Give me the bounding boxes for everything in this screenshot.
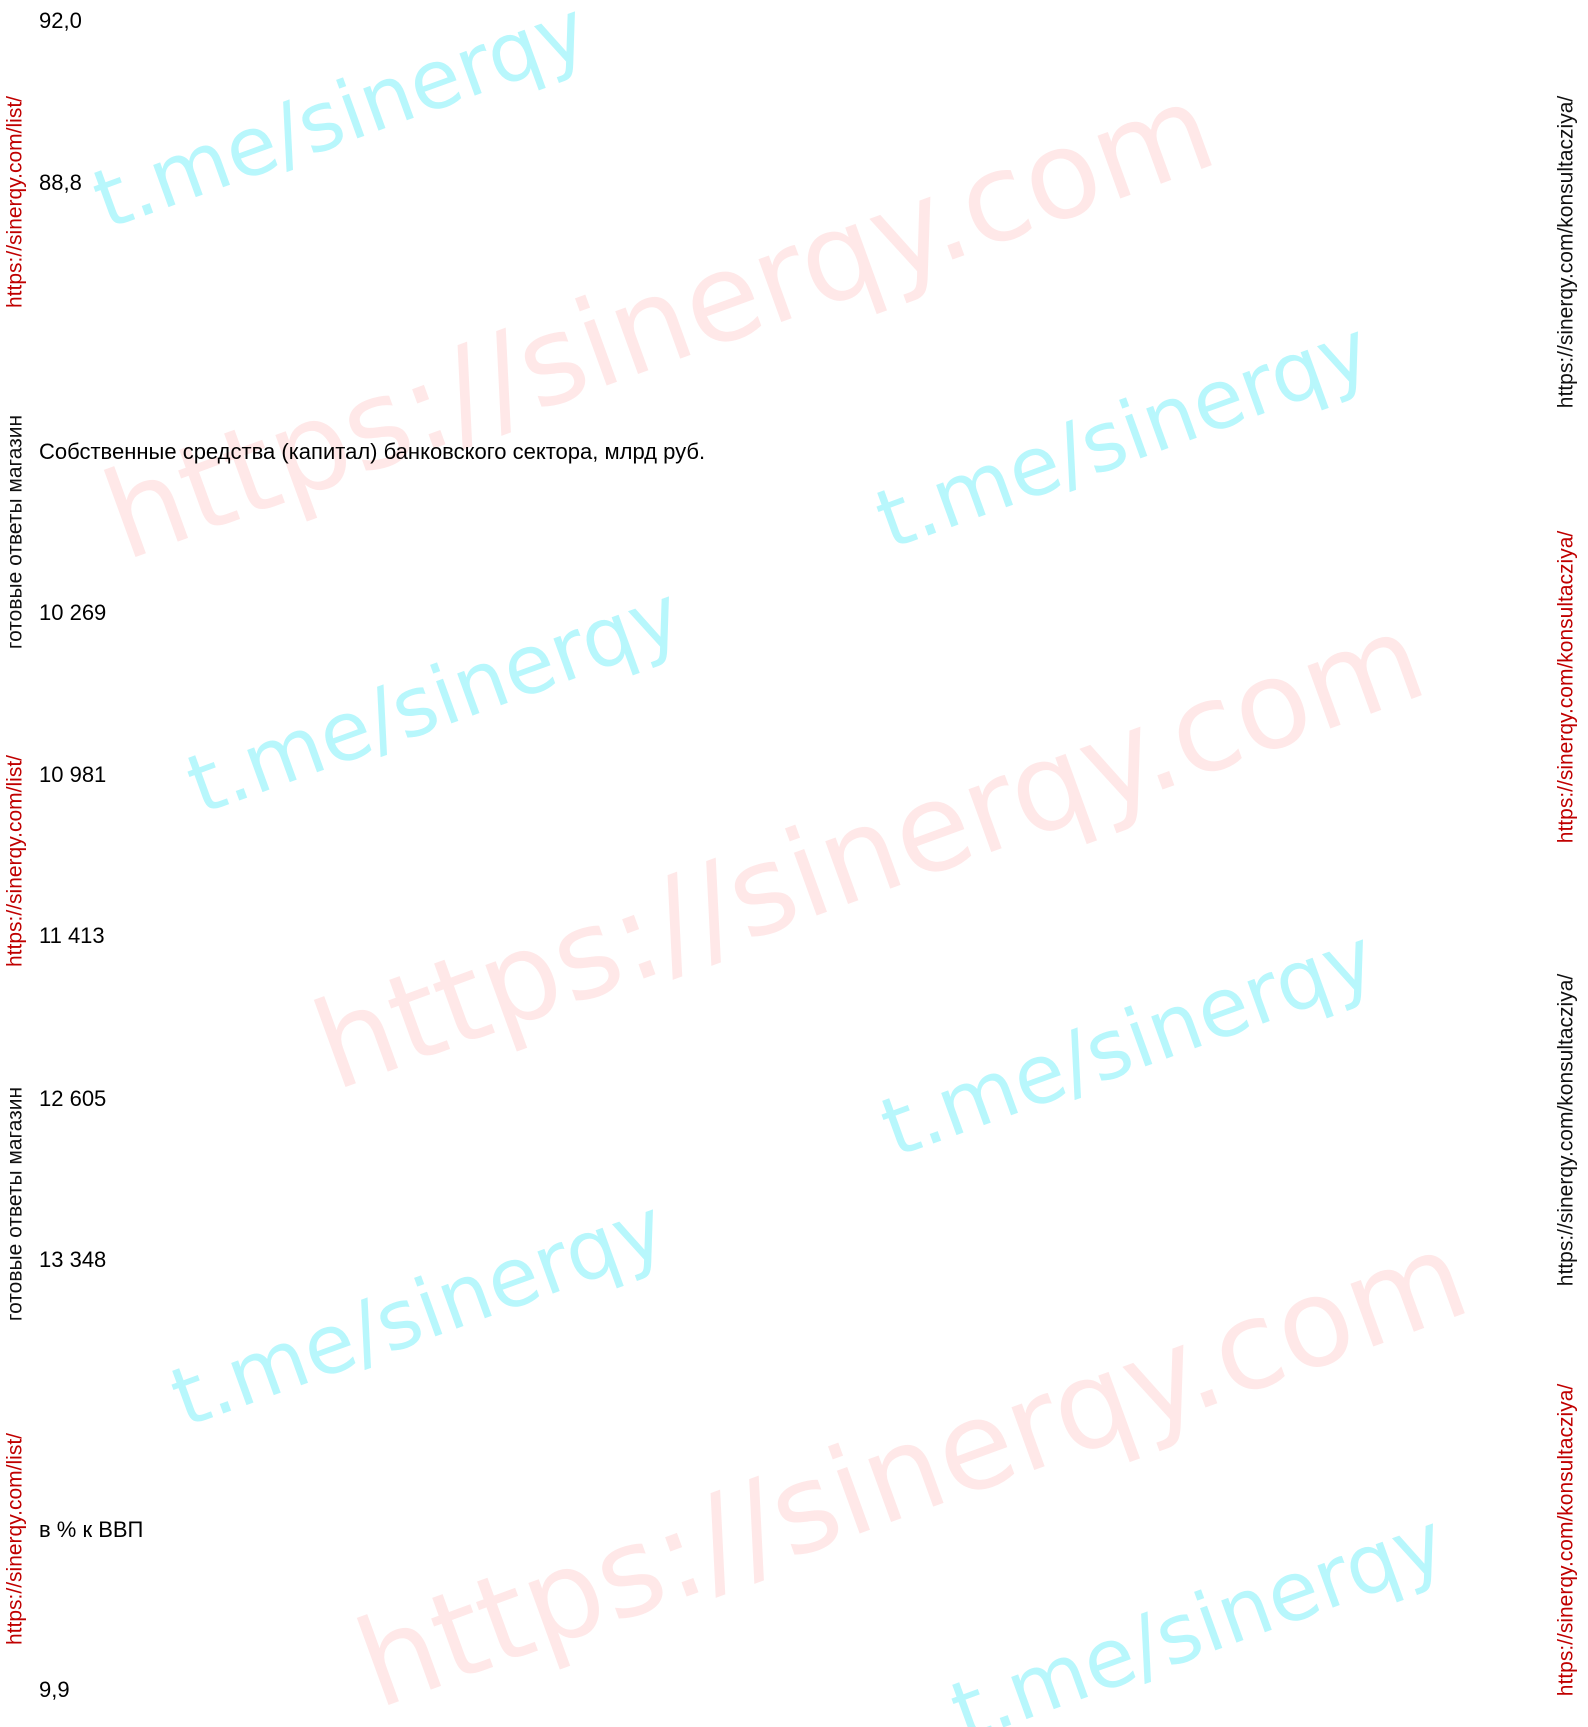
side-watermark: https://sinerqy.com/konsultacziya/ — [1555, 96, 1578, 409]
text-line: 13 348 — [39, 1247, 106, 1272]
watermark: t.me/sinerqy — [159, 1180, 677, 1446]
text-line: 9,9 — [39, 1677, 70, 1702]
text-line: 12 605 — [39, 1086, 106, 1111]
side-watermark: готовые ответы магазин — [4, 1087, 27, 1321]
side-watermark: https://sinerqy.com/list/ — [4, 755, 27, 967]
text-line: Собственные средства (капитал) банковско… — [39, 439, 705, 464]
side-watermark: https://sinerqy.com/konsultacziya/ — [1555, 1384, 1578, 1697]
text-line: 11 413 — [39, 923, 105, 948]
text-line: в % к ВВП — [39, 1517, 143, 1542]
text-line: 10 981 — [39, 762, 106, 787]
watermark: t.me/sinerqy — [864, 302, 1382, 568]
watermark: t.me/sinerqy — [175, 567, 693, 833]
text-line: 92,0 — [39, 8, 82, 33]
side-watermark: https://sinerqy.com/konsultacziya/ — [1555, 531, 1578, 844]
side-watermark: https://sinerqy.com/list/ — [4, 96, 27, 308]
watermark: t.me/sinerqy — [81, 0, 599, 248]
watermark: t.me/sinerqy — [869, 910, 1387, 1176]
side-watermark: https://sinerqy.com/list/ — [4, 1433, 27, 1645]
side-watermark: https://sinerqy.com/konsultacziya/ — [1555, 974, 1578, 1287]
text-line: 88,8 — [39, 170, 82, 195]
watermark: t.me/sinerqy — [939, 1494, 1457, 1727]
text-line: 10 269 — [39, 600, 106, 625]
side-watermark: готовые ответы магазин — [4, 415, 27, 649]
